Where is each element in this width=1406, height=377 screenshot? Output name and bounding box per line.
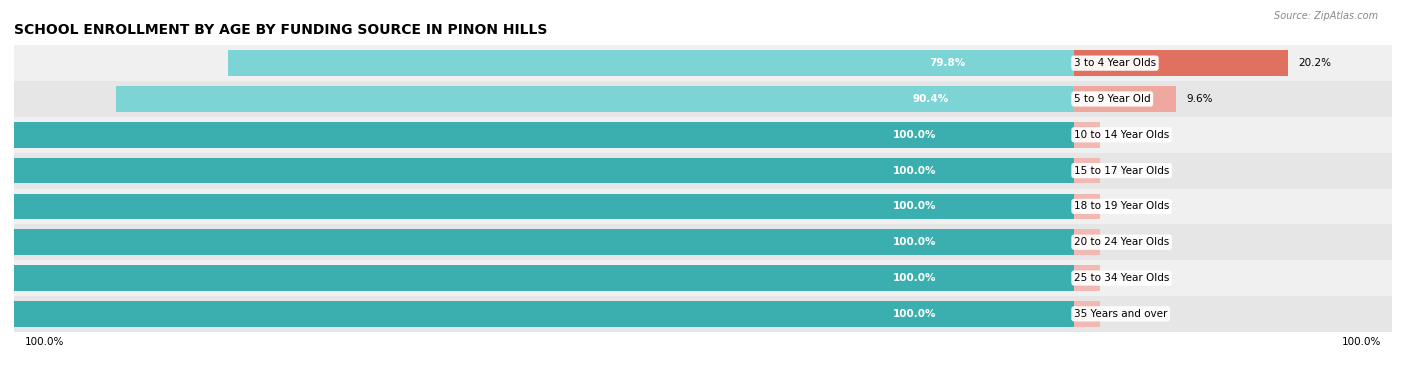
Text: 100.0%: 100.0% xyxy=(893,201,936,211)
Bar xyxy=(1074,122,1101,148)
Text: 35 Years and over: 35 Years and over xyxy=(1074,309,1167,319)
Text: 9.6%: 9.6% xyxy=(1187,94,1213,104)
Bar xyxy=(14,153,1392,188)
Text: 20 to 24 Year Olds: 20 to 24 Year Olds xyxy=(1074,237,1170,247)
Bar xyxy=(14,158,1074,184)
Bar xyxy=(1074,50,1288,76)
Text: 18 to 19 Year Olds: 18 to 19 Year Olds xyxy=(1074,201,1170,211)
Text: 0.0%: 0.0% xyxy=(1111,273,1137,283)
Text: 79.8%: 79.8% xyxy=(929,58,966,68)
Text: Source: ZipAtlas.com: Source: ZipAtlas.com xyxy=(1274,11,1378,21)
Bar xyxy=(1074,229,1101,255)
Bar xyxy=(14,45,1392,81)
Bar xyxy=(14,265,1074,291)
Text: 100.0%: 100.0% xyxy=(1341,337,1381,347)
Bar xyxy=(14,193,1074,219)
Text: 0.0%: 0.0% xyxy=(1111,166,1137,176)
Text: 100.0%: 100.0% xyxy=(893,273,936,283)
Bar xyxy=(14,229,1074,255)
Text: 3 to 4 Year Olds: 3 to 4 Year Olds xyxy=(1074,58,1156,68)
Bar xyxy=(1074,265,1101,291)
Text: 25 to 34 Year Olds: 25 to 34 Year Olds xyxy=(1074,273,1170,283)
Bar xyxy=(14,301,1074,327)
Text: 100.0%: 100.0% xyxy=(893,309,936,319)
Bar xyxy=(228,50,1074,76)
Text: 15 to 17 Year Olds: 15 to 17 Year Olds xyxy=(1074,166,1170,176)
Text: 0.0%: 0.0% xyxy=(1111,130,1137,140)
Bar xyxy=(1074,86,1175,112)
Text: 0.0%: 0.0% xyxy=(1111,237,1137,247)
Text: 100.0%: 100.0% xyxy=(25,337,65,347)
Text: 10 to 14 Year Olds: 10 to 14 Year Olds xyxy=(1074,130,1170,140)
Text: 0.0%: 0.0% xyxy=(1111,201,1137,211)
Bar xyxy=(14,81,1392,117)
Bar xyxy=(1074,301,1101,327)
Bar xyxy=(14,122,1074,148)
Text: 100.0%: 100.0% xyxy=(893,237,936,247)
Text: 100.0%: 100.0% xyxy=(893,166,936,176)
Bar xyxy=(1074,193,1101,219)
Text: SCHOOL ENROLLMENT BY AGE BY FUNDING SOURCE IN PINON HILLS: SCHOOL ENROLLMENT BY AGE BY FUNDING SOUR… xyxy=(14,23,547,37)
Text: 20.2%: 20.2% xyxy=(1299,58,1331,68)
Bar xyxy=(1074,158,1101,184)
Bar xyxy=(14,224,1392,260)
Bar xyxy=(115,86,1074,112)
Text: 0.0%: 0.0% xyxy=(1111,309,1137,319)
Bar xyxy=(14,260,1392,296)
Text: 100.0%: 100.0% xyxy=(893,130,936,140)
Bar xyxy=(14,296,1392,332)
Bar xyxy=(14,188,1392,224)
Text: 5 to 9 Year Old: 5 to 9 Year Old xyxy=(1074,94,1150,104)
Text: 90.4%: 90.4% xyxy=(912,94,949,104)
Bar xyxy=(14,117,1392,153)
